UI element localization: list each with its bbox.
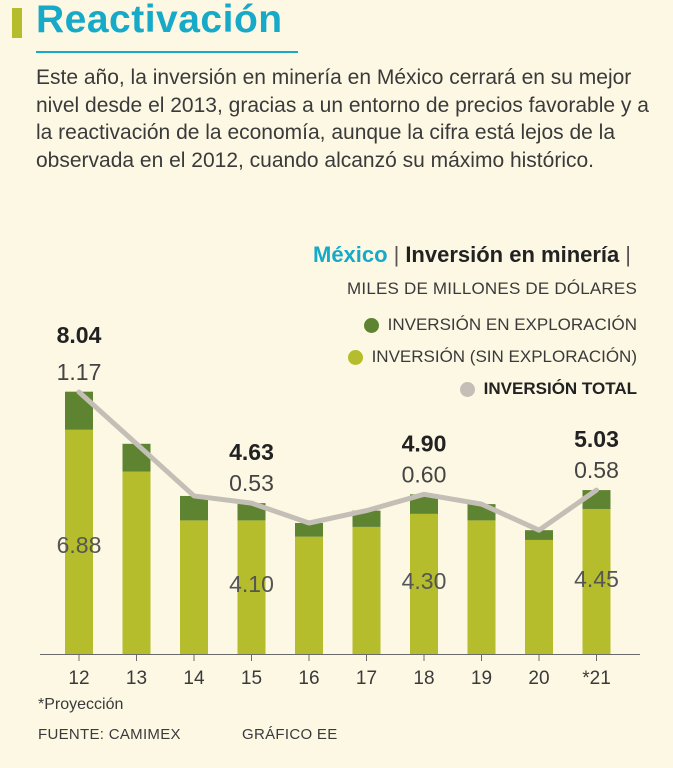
chart-heading: México | Inversión en minería | xyxy=(313,242,637,268)
x-tick-label: 14 xyxy=(183,668,205,689)
legend-swatch-total xyxy=(459,381,475,397)
heading-separator: | xyxy=(393,242,400,267)
data-label-total: 4.63 xyxy=(229,439,274,465)
bar-segment-exploration xyxy=(65,391,93,430)
intro-paragraph: Este año, la inversión en minería en Méx… xyxy=(36,66,649,172)
bar-segment-exploration xyxy=(525,530,553,540)
legend-item-total: INVERSIÓN TOTAL xyxy=(348,373,637,405)
source-note: FUENTE: CAMIMEX xyxy=(38,726,181,743)
data-label-non-exploration: 4.45 xyxy=(574,566,619,592)
x-tick-label: 18 xyxy=(413,668,434,689)
data-label-exploration: 0.53 xyxy=(229,470,274,496)
x-tick-label: 17 xyxy=(356,668,377,689)
data-label-exploration: 0.58 xyxy=(574,457,619,483)
chart-country: México xyxy=(313,242,388,267)
data-label-non-exploration: 6.88 xyxy=(57,532,102,558)
bar-segment-non-exploration xyxy=(525,539,553,654)
title-accent-bar xyxy=(12,8,22,38)
x-tick-label: *21 xyxy=(582,668,611,689)
bar-segment-non-exploration xyxy=(467,520,496,654)
legend-item-exploration: INVERSIÓN EN EXPLORACIÓN xyxy=(348,309,637,341)
heading-separator-end: | xyxy=(625,242,631,267)
x-tick-label: 19 xyxy=(471,668,492,689)
bar-segment-non-exploration xyxy=(237,520,266,654)
chart-subject: Inversión en minería xyxy=(405,242,620,267)
x-tick-label: 15 xyxy=(241,668,262,689)
bar-segment-exploration xyxy=(295,523,323,537)
data-label-non-exploration: 4.10 xyxy=(229,571,274,597)
bar-segment-non-exploration xyxy=(122,471,151,654)
data-label-total: 4.90 xyxy=(402,430,447,456)
data-label-total: 5.03 xyxy=(574,426,619,452)
legend-label-exploration: INVERSIÓN EN EXPLORACIÓN xyxy=(387,315,637,334)
bar-segment-exploration xyxy=(352,510,381,527)
data-label-total: 8.04 xyxy=(57,322,102,348)
x-tick-label: 20 xyxy=(528,668,549,689)
chart-units: MILES DE MILLONES DE DÓLARES xyxy=(347,279,637,298)
page-title: Reactivación xyxy=(36,0,283,41)
graphic-credit: GRÁFICO EE xyxy=(242,726,338,743)
legend-swatch-exploration xyxy=(363,317,379,333)
legend-label-total: INVERSIÓN TOTAL xyxy=(483,379,637,398)
bar-segment-non-exploration xyxy=(295,536,323,654)
title-underline xyxy=(36,51,298,53)
chart-legend: INVERSIÓN EN EXPLORACIÓN INVERSIÓN (SIN … xyxy=(347,309,637,405)
bar-segment-non-exploration xyxy=(65,429,93,654)
data-label-exploration: 0.60 xyxy=(402,461,447,487)
x-tick-label: 13 xyxy=(126,668,147,689)
footnote: *Proyección xyxy=(38,696,124,713)
total-investment-line xyxy=(76,389,599,533)
data-label-exploration: 1.17 xyxy=(57,359,102,385)
x-tick-label: 12 xyxy=(68,668,89,689)
bar-segment-non-exploration xyxy=(582,508,611,654)
bar-segment-exploration xyxy=(180,495,208,521)
legend-item-non-exploration: INVERSIÓN (SIN EXPLORACIÓN) xyxy=(347,341,637,373)
legend-swatch-non-exploration xyxy=(347,349,363,365)
bar-segment-non-exploration xyxy=(352,526,381,654)
bar-segment-non-exploration xyxy=(410,513,438,654)
bar-segment-non-exploration xyxy=(180,520,208,654)
bar-segment-exploration xyxy=(410,494,438,514)
data-label-non-exploration: 4.30 xyxy=(402,568,447,594)
bar-segment-exploration xyxy=(122,443,151,472)
x-tick-label: 16 xyxy=(298,668,319,689)
legend-label-non-exploration: INVERSIÓN (SIN EXPLORACIÓN) xyxy=(371,347,637,366)
